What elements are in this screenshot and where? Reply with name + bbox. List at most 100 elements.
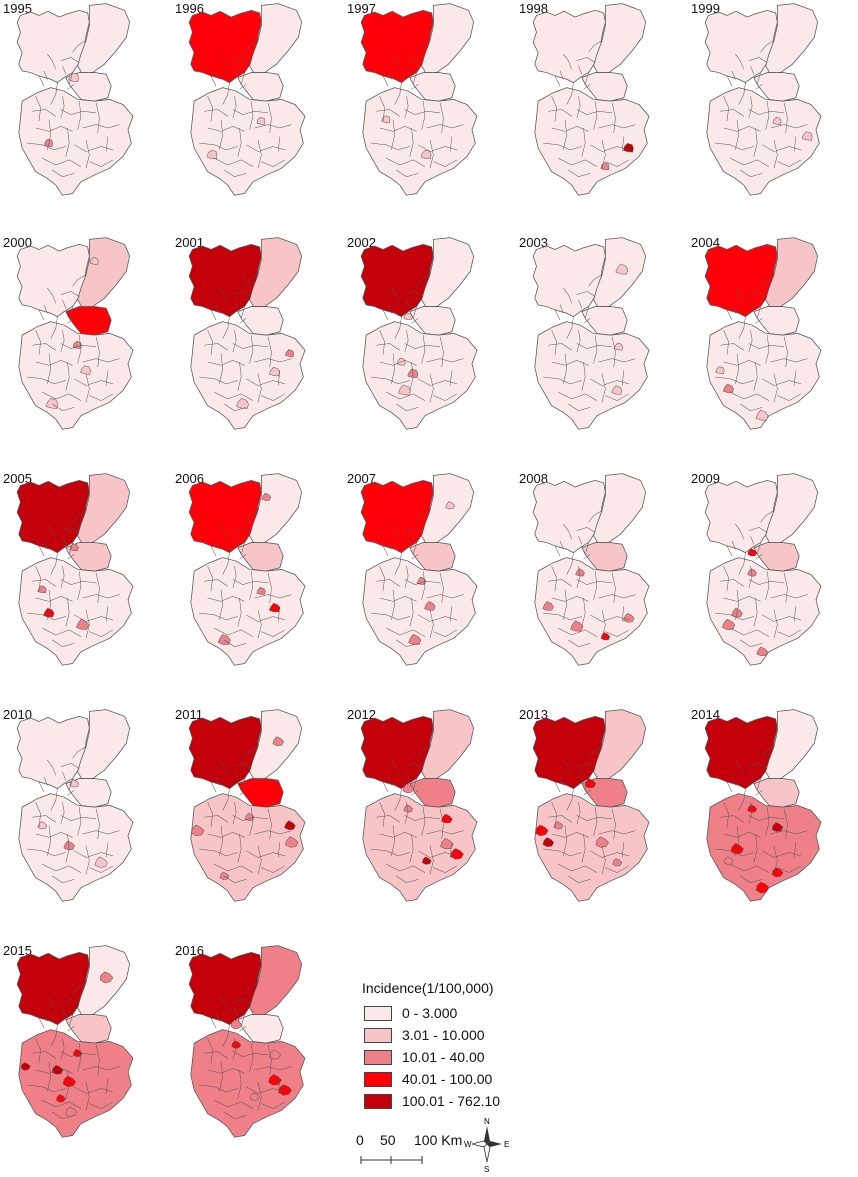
region-east <box>249 237 303 309</box>
legend-swatch <box>364 1071 392 1087</box>
district-borders <box>371 274 464 411</box>
region-north <box>704 480 778 554</box>
region-south <box>18 321 134 430</box>
choropleth-map <box>532 709 650 902</box>
district-cell <box>285 836 299 848</box>
map-panel-2003: 2003 <box>518 236 678 462</box>
region-south <box>362 793 478 902</box>
district-borders <box>27 746 120 883</box>
legend: Incidence(1/100,000) 0 - 3.000 3.01 - 10… <box>362 980 602 1112</box>
region-mid <box>237 306 284 336</box>
choropleth-map <box>16 237 134 430</box>
scale-label-100: 100 Km <box>414 1132 463 1148</box>
choropleth-map <box>188 473 306 666</box>
choropleth-map <box>16 709 134 902</box>
district-cell <box>747 568 757 577</box>
choropleth-map <box>532 237 650 430</box>
region-mid <box>237 1014 284 1044</box>
district-cell <box>44 138 53 147</box>
choropleth-map <box>704 473 822 666</box>
legend-label: 0 - 3.000 <box>402 1005 458 1021</box>
district-cell <box>69 779 80 788</box>
region-south <box>534 321 650 430</box>
region-north <box>16 716 90 790</box>
district-borders <box>199 274 292 411</box>
region-north <box>360 10 434 84</box>
map-panel-2014: 2014 <box>690 708 850 934</box>
region-east <box>765 237 819 309</box>
district-cell <box>398 384 411 396</box>
region-south <box>18 557 134 666</box>
compass-n: N <box>484 1117 490 1126</box>
district-cell <box>403 312 413 321</box>
choropleth-map <box>704 237 822 430</box>
map-panel-2002: 2002 <box>346 236 506 462</box>
district-cell <box>772 117 782 125</box>
district-cell <box>80 365 91 375</box>
compass-w: W <box>464 1140 472 1149</box>
district-cell <box>244 812 255 821</box>
district-borders <box>27 510 120 647</box>
district-cell <box>730 843 744 855</box>
district-cell <box>89 256 99 265</box>
map-year-label: 2005 <box>3 471 32 486</box>
map-year-label: 2002 <box>347 235 376 250</box>
district-borders <box>371 746 464 883</box>
region-mid <box>409 72 456 102</box>
district-cell <box>21 1062 31 1071</box>
district-cell <box>424 601 436 611</box>
region-north <box>188 716 262 790</box>
region-east <box>77 237 131 309</box>
legend-label: 40.01 - 100.00 <box>402 1071 493 1087</box>
district-cell <box>747 804 758 813</box>
region-mid <box>581 306 628 336</box>
region-east <box>593 3 647 75</box>
district-borders <box>715 274 808 411</box>
map-year-label: 2001 <box>175 235 204 250</box>
choropleth-map <box>16 473 134 666</box>
legend-label: 100.01 - 762.10 <box>402 1093 501 1109</box>
district-borders <box>543 510 636 647</box>
region-north <box>188 244 262 318</box>
choropleth-map <box>188 3 306 196</box>
district-borders <box>371 510 464 647</box>
legend-item: 10.01 - 40.00 <box>362 1046 602 1068</box>
map-panel-2011: 2011 <box>174 708 334 934</box>
region-south <box>190 1029 306 1138</box>
district-cell <box>771 822 784 832</box>
district-borders <box>27 40 120 177</box>
region-mid <box>65 306 112 336</box>
map-panel-2013: 2013 <box>518 708 678 934</box>
map-panel-2000: 2000 <box>2 236 162 462</box>
district-cell <box>236 398 249 409</box>
district-cell <box>63 840 75 851</box>
district-cell <box>99 971 114 984</box>
region-north <box>532 10 606 84</box>
legend-swatch <box>364 1005 392 1021</box>
choropleth-map <box>188 709 306 902</box>
map-year-label: 1998 <box>519 1 548 16</box>
map-year-label: 2009 <box>691 471 720 486</box>
map-panel-2001: 2001 <box>174 236 334 462</box>
district-cell <box>37 821 48 830</box>
district-cell <box>723 856 734 865</box>
choropleth-map <box>360 473 478 666</box>
district-cell <box>269 367 280 377</box>
map-year-label: 2015 <box>3 943 32 958</box>
region-south <box>362 321 478 430</box>
district-cell <box>261 492 272 501</box>
district-borders <box>371 40 464 177</box>
legend-label: 10.01 - 40.00 <box>402 1049 485 1065</box>
region-south <box>18 1029 134 1138</box>
district-cell <box>416 576 427 585</box>
region-south <box>706 321 822 430</box>
choropleth-map <box>704 3 822 196</box>
region-south <box>190 793 306 902</box>
region-east <box>77 473 131 545</box>
legend-swatch <box>364 1049 392 1065</box>
district-cell <box>272 736 285 747</box>
district-borders <box>199 746 292 883</box>
choropleth-map <box>532 3 650 196</box>
map-year-label: 2004 <box>691 235 720 250</box>
map-panel-1999: 1999 <box>690 2 850 228</box>
